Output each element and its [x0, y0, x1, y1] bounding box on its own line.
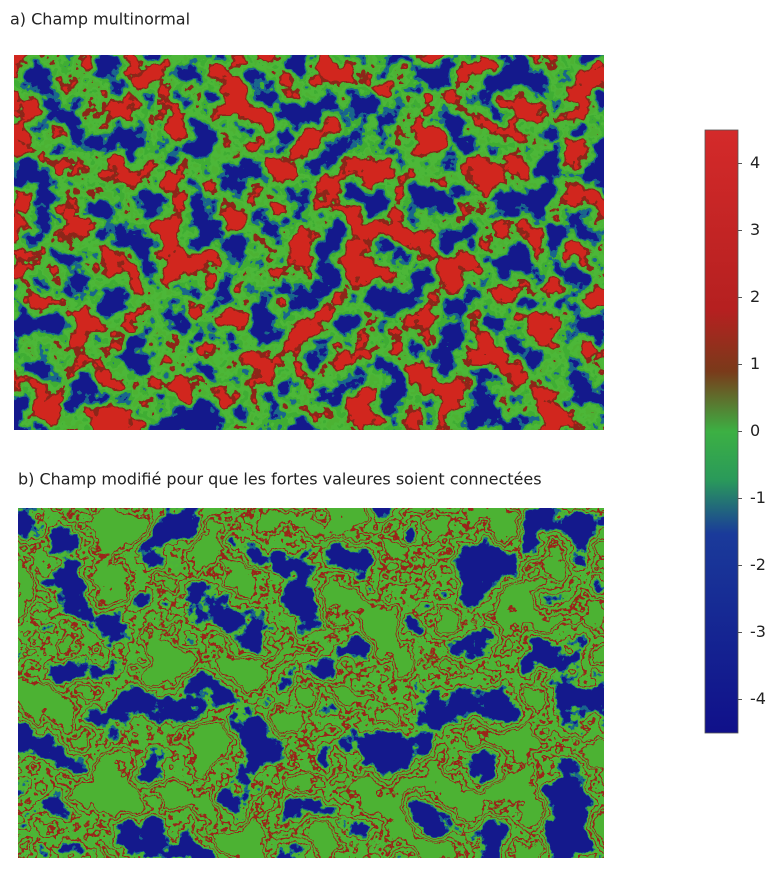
colorbar	[704, 129, 739, 734]
tick-label: 1	[750, 354, 760, 373]
tick-label: 4	[750, 153, 760, 172]
tick-label: -4	[750, 689, 766, 708]
tick-label: -3	[750, 622, 766, 641]
panel-title: a) Champ multinormal	[10, 10, 190, 29]
panel-title: b) Champ modifié pour que les fortes val…	[18, 470, 542, 489]
tick-label: 0	[750, 421, 760, 440]
tick-label: 3	[750, 220, 760, 239]
tick-label: -2	[750, 555, 766, 574]
field-image	[14, 55, 604, 430]
tick-label: -1	[750, 488, 766, 507]
field-image	[18, 508, 604, 858]
tick-label: 2	[750, 287, 760, 306]
